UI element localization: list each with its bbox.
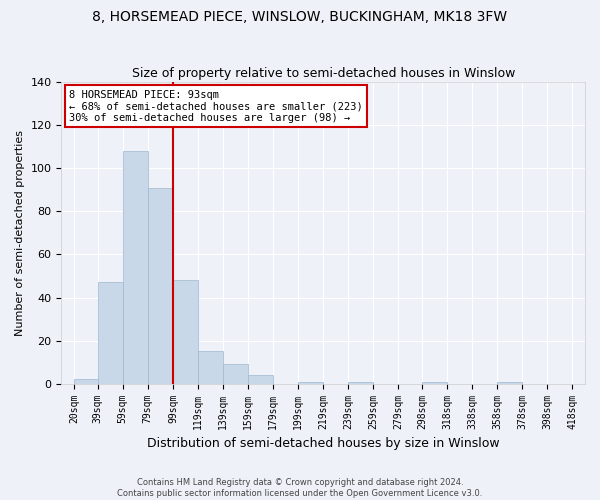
- Bar: [123, 151, 148, 384]
- Y-axis label: Number of semi-detached properties: Number of semi-detached properties: [15, 130, 25, 336]
- Bar: [348, 382, 373, 384]
- Bar: [173, 280, 198, 384]
- X-axis label: Distribution of semi-detached houses by size in Winslow: Distribution of semi-detached houses by …: [147, 437, 500, 450]
- Bar: [148, 188, 173, 384]
- Title: Size of property relative to semi-detached houses in Winslow: Size of property relative to semi-detach…: [131, 66, 515, 80]
- Text: 8 HORSEMEAD PIECE: 93sqm
← 68% of semi-detached houses are smaller (223)
30% of : 8 HORSEMEAD PIECE: 93sqm ← 68% of semi-d…: [69, 90, 363, 123]
- Text: Contains HM Land Registry data © Crown copyright and database right 2024.
Contai: Contains HM Land Registry data © Crown c…: [118, 478, 482, 498]
- Text: 8, HORSEMEAD PIECE, WINSLOW, BUCKINGHAM, MK18 3FW: 8, HORSEMEAD PIECE, WINSLOW, BUCKINGHAM,…: [92, 10, 508, 24]
- Bar: [298, 382, 323, 384]
- Bar: [248, 375, 273, 384]
- Bar: [223, 364, 248, 384]
- Bar: [98, 282, 123, 384]
- Bar: [422, 382, 447, 384]
- Bar: [74, 380, 98, 384]
- Bar: [497, 382, 523, 384]
- Bar: [198, 352, 223, 384]
